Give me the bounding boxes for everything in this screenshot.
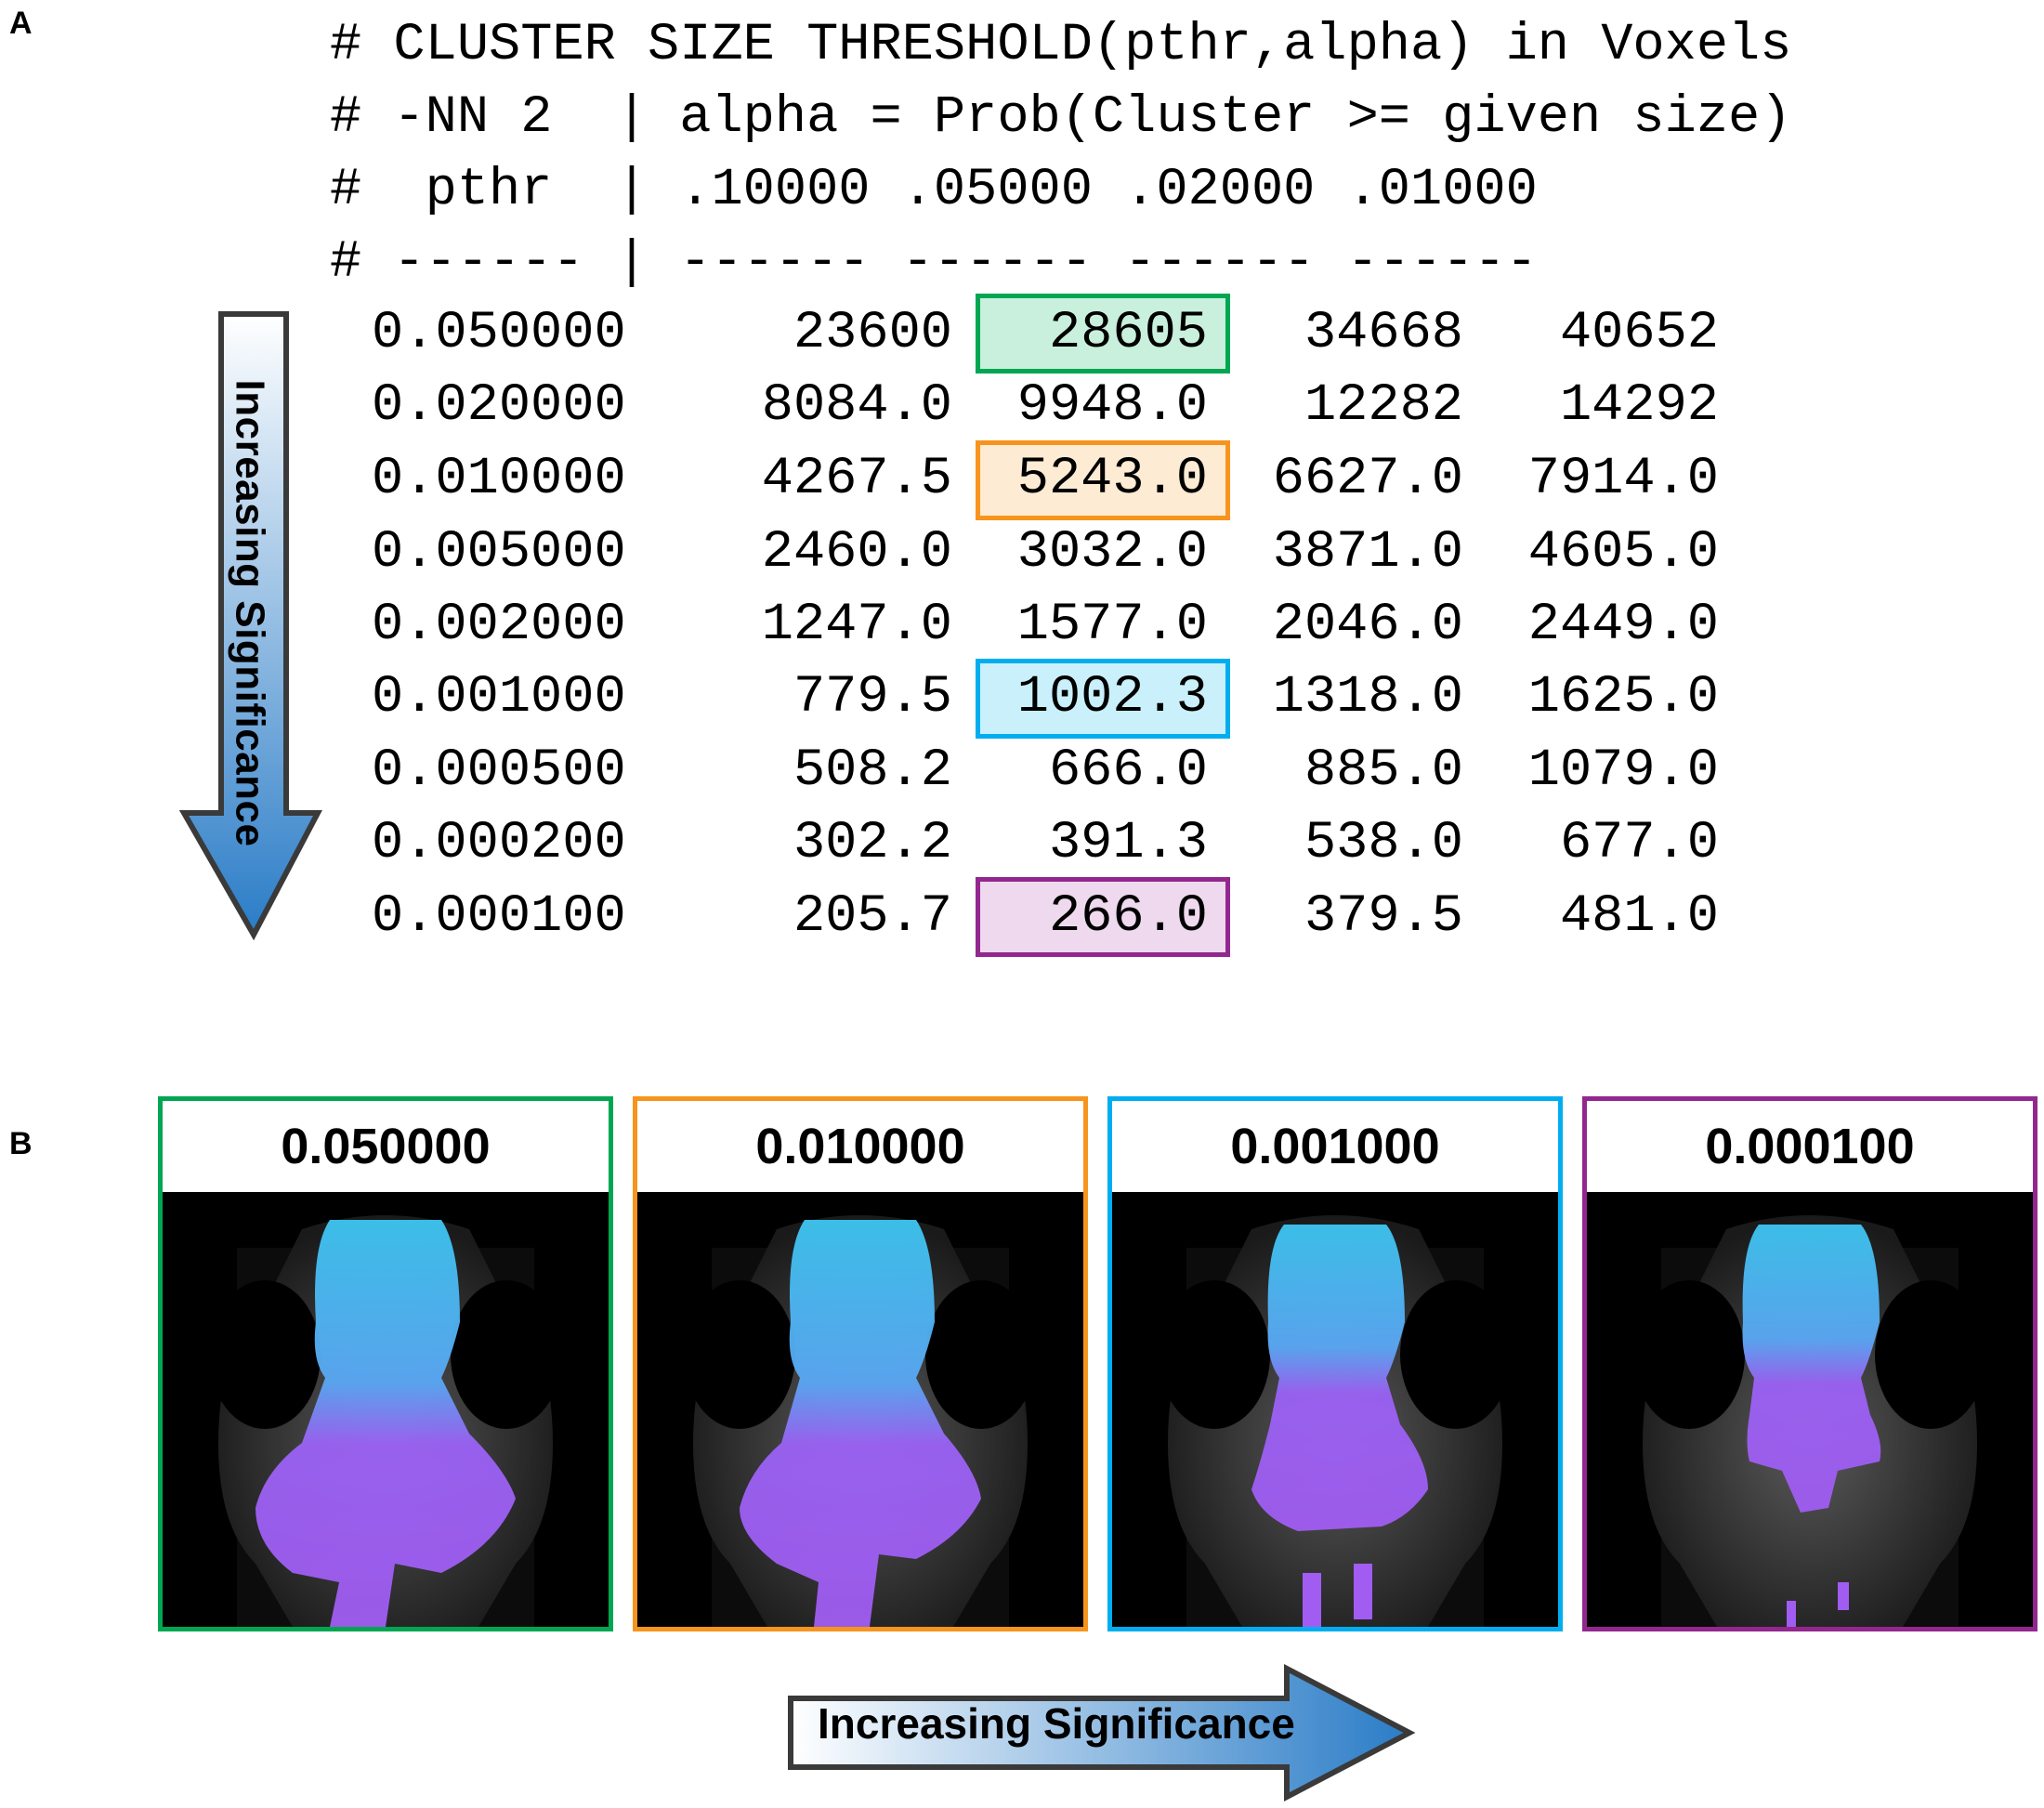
brain-image [637, 1192, 1083, 1627]
brain-image [1112, 1192, 1558, 1627]
brain-panel-0.050000: 0.050000 [158, 1096, 613, 1631]
highlight-box-purple [976, 877, 1230, 957]
header-divider-line: # ------ | ------ ------ ------ ------ [330, 233, 1538, 293]
value-cell: 1079.0 [1527, 741, 1719, 801]
right-arrow-icon [788, 1664, 1416, 1801]
table-row: 0.005000 2460.0 3032.0 3871.0 4605.0 [372, 517, 1719, 589]
value-cell: 481.0 [1559, 887, 1719, 947]
pthr-cell: 0.000500 [372, 741, 626, 801]
brain-panel-title: 0.000100 [1587, 1101, 2033, 1194]
highlight-box-orange [976, 440, 1230, 520]
value-cell: 3871.0 [1272, 523, 1463, 583]
value-cell: 7914.0 [1527, 450, 1719, 509]
value-cell: 302.2 [793, 814, 952, 873]
value-cell: 205.7 [793, 887, 952, 947]
value-cell: 3032.0 [1016, 523, 1208, 583]
down-arrow-icon [178, 311, 322, 941]
value-cell: 14292 [1559, 376, 1719, 436]
table-row: 0.020000 8084.0 9948.0 12282 14292 [372, 370, 1719, 442]
value-cell: 1625.0 [1527, 668, 1719, 727]
header-alpha-line: # -NN 2 | alpha = Prob(Cluster >= given … [330, 88, 1792, 148]
value-cell-highlighted: 5243.0 [1016, 450, 1208, 509]
brain-image [163, 1192, 609, 1627]
brain-panel-title: 0.010000 [637, 1101, 1083, 1194]
header-title-line: # CLUSTER SIZE THRESHOLD(pthr,alpha) in … [330, 16, 1792, 75]
value-cell: 1318.0 [1272, 668, 1463, 727]
value-cell: 8084.0 [761, 376, 952, 436]
value-cell: 885.0 [1304, 741, 1463, 801]
pthr-cell: 0.000100 [372, 887, 626, 947]
brain-panel-0.000100: 0.000100 [1582, 1096, 2037, 1631]
vertical-arrow-label: Increasing Significance [221, 344, 277, 883]
pthr-cell: 0.020000 [372, 376, 626, 436]
table-row: 0.000200 302.2 391.3 538.0 677.0 [372, 807, 1719, 880]
pthr-cell: 0.005000 [372, 523, 626, 583]
value-cell: 9948.0 [1016, 376, 1208, 436]
table-row: 0.010000 4267.5 5243.0 6627.0 7914.0 [372, 443, 1719, 516]
pthr-cell: 0.001000 [372, 668, 626, 727]
table-row: 0.000100 205.7 266.0 379.5 481.0 [372, 881, 1719, 953]
value-cell: 40652 [1559, 304, 1719, 363]
table-row: 0.001000 779.5 1002.3 1318.0 1625.0 [372, 662, 1719, 734]
pthr-cell: 0.050000 [372, 304, 626, 363]
value-cell: 1577.0 [1016, 596, 1208, 655]
table-row: 0.050000 23600 28605 34668 40652 [372, 297, 1719, 370]
brain-panel-0.001000: 0.001000 [1107, 1096, 1563, 1631]
vertical-arrow-text: Increasing Significance [227, 379, 272, 847]
pthr-cell: 0.010000 [372, 450, 626, 509]
value-cell: 2046.0 [1272, 596, 1463, 655]
value-cell: 6627.0 [1272, 450, 1463, 509]
value-cell-highlighted: 28605 [1048, 304, 1208, 363]
value-cell: 12282 [1304, 376, 1463, 436]
highlight-box-cyan [976, 659, 1230, 739]
brain-panel-title: 0.001000 [1112, 1101, 1558, 1194]
value-cell: 34668 [1304, 304, 1463, 363]
pthr-cell: 0.002000 [372, 596, 626, 655]
table-row: 0.000500 508.2 666.0 885.0 1079.0 [372, 735, 1719, 807]
value-cell-highlighted: 266.0 [1048, 887, 1208, 947]
value-cell-highlighted: 1002.3 [1016, 668, 1208, 727]
value-cell: 23600 [793, 304, 952, 363]
brain-panel-title: 0.050000 [163, 1101, 609, 1194]
value-cell: 1247.0 [761, 596, 952, 655]
value-cell: 677.0 [1559, 814, 1719, 873]
value-cell: 2460.0 [761, 523, 952, 583]
value-cell: 391.3 [1048, 814, 1208, 873]
table-row: 0.002000 1247.0 1577.0 2046.0 2449.0 [372, 589, 1719, 662]
highlight-box-green [976, 294, 1230, 373]
header-columns-line: # pthr | .10000 .05000 .02000 .01000 [330, 161, 1538, 220]
panel-b-label: B [9, 1126, 33, 1161]
value-cell: 4267.5 [761, 450, 952, 509]
panel-a-label: A [9, 6, 33, 41]
brain-panel-0.010000: 0.010000 [633, 1096, 1088, 1631]
horizontal-arrow-label: Increasing Significance [818, 1699, 1295, 1748]
value-cell: 2449.0 [1527, 596, 1719, 655]
value-cell: 538.0 [1304, 814, 1463, 873]
brain-image [1587, 1192, 2033, 1627]
pthr-cell: 0.000200 [372, 814, 626, 873]
value-cell: 666.0 [1048, 741, 1208, 801]
value-cell: 379.5 [1304, 887, 1463, 947]
value-cell: 508.2 [793, 741, 952, 801]
value-cell: 4605.0 [1527, 523, 1719, 583]
value-cell: 779.5 [793, 668, 952, 727]
